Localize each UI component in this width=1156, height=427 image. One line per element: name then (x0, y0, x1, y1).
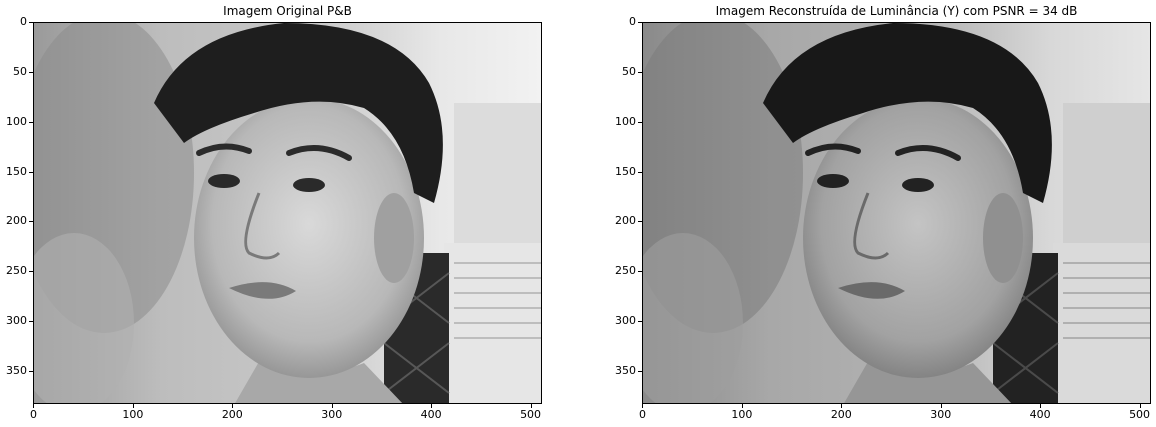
x-tick (132, 404, 134, 408)
x-tick (940, 404, 942, 408)
y-tick-label: 50 (13, 65, 27, 79)
y-tick (638, 22, 642, 24)
y-tick-label: 150 (6, 164, 27, 178)
x-tick-label: 400 (1029, 408, 1051, 421)
x-tick-label: 300 (930, 408, 952, 421)
x-tick (642, 404, 644, 408)
y-tick-label: 200 (6, 214, 27, 228)
y-tick (638, 221, 642, 223)
x-tick (232, 404, 234, 408)
y-tick-label: 150 (615, 164, 636, 178)
y-tick (638, 370, 642, 372)
y-tick (29, 271, 33, 273)
y-tick-label: 300 (6, 313, 27, 327)
y-tick-label: 300 (615, 313, 636, 327)
x-tick-label: 100 (731, 408, 753, 421)
y-tick (29, 72, 33, 74)
y-tick-label: 350 (6, 363, 27, 377)
y-tick-label: 350 (615, 363, 636, 377)
y-tick (638, 271, 642, 273)
y-tick-label: 200 (615, 214, 636, 228)
y-tick (29, 121, 33, 123)
y-tick (638, 121, 642, 123)
y-tick (638, 72, 642, 74)
y-tick-label: 0 (20, 15, 27, 29)
y-tick (29, 370, 33, 372)
panel-title: Imagem Original P&B (223, 4, 352, 18)
y-tick (638, 320, 642, 322)
y-tick (29, 171, 33, 173)
x-tick (331, 404, 333, 408)
y-tick-label: 250 (6, 264, 27, 278)
portrait-image (33, 22, 542, 404)
y-tick (29, 320, 33, 322)
x-tick (431, 404, 433, 408)
x-tick (741, 404, 743, 408)
y-tick (638, 171, 642, 173)
figure-panel-reconstructed: Imagem Reconstruída de Luminância (Y) co… (615, 0, 1151, 427)
portrait-image (642, 22, 1151, 404)
x-tick (33, 404, 35, 408)
y-tick-label: 100 (6, 114, 27, 128)
y-tick-label: 0 (629, 15, 636, 29)
x-tick-label: 100 (122, 408, 144, 421)
x-tick-label: 0 (30, 408, 37, 421)
x-tick-label: 500 (520, 408, 542, 421)
y-tick-label: 50 (622, 65, 636, 79)
x-tick (530, 404, 532, 408)
figure-panel-original: Imagem Original P&B (6, 0, 542, 427)
x-tick-label: 300 (321, 408, 343, 421)
x-tick (1139, 404, 1141, 408)
panel-title: Imagem Reconstruída de Luminância (Y) co… (715, 4, 1078, 18)
x-tick-label: 200 (221, 408, 243, 421)
y-tick (29, 221, 33, 223)
x-tick-label: 500 (1129, 408, 1151, 421)
y-tick (29, 22, 33, 24)
x-tick (841, 404, 843, 408)
x-tick (1040, 404, 1042, 408)
x-tick-label: 400 (420, 408, 442, 421)
y-tick-label: 100 (615, 114, 636, 128)
x-tick-label: 0 (639, 408, 646, 421)
y-tick-label: 250 (615, 264, 636, 278)
x-tick-label: 200 (830, 408, 852, 421)
